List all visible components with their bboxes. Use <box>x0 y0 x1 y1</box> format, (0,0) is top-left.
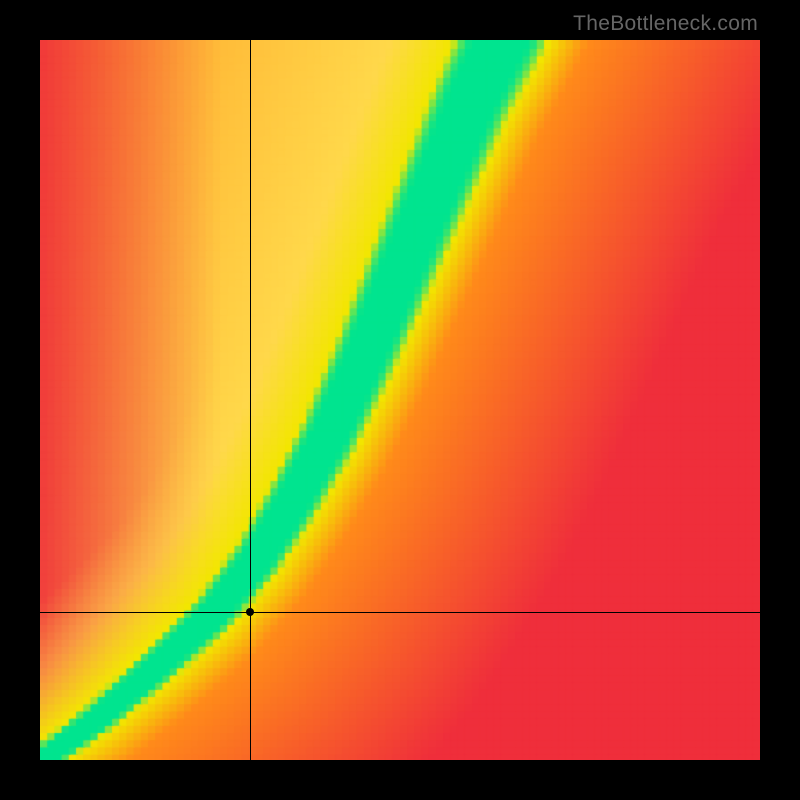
watermark-text: TheBottleneck.com <box>573 12 758 36</box>
chart-container: TheBottleneck.com <box>0 0 800 800</box>
heatmap-canvas <box>40 40 760 760</box>
crosshair-marker <box>246 608 254 616</box>
crosshair-horizontal <box>40 612 760 613</box>
crosshair-vertical <box>250 40 251 760</box>
plot-area <box>40 40 760 760</box>
